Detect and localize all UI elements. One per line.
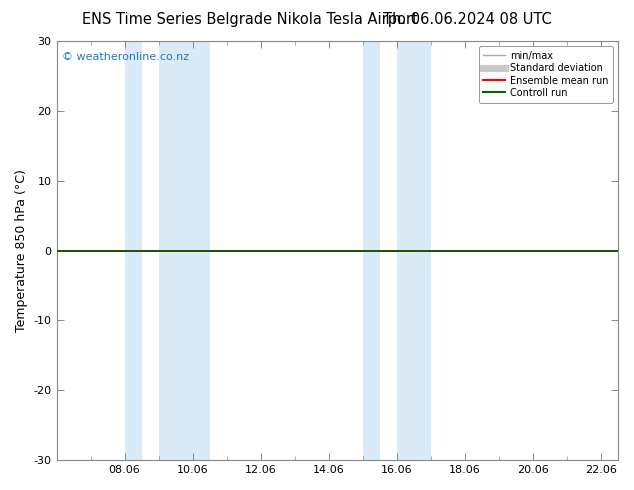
Text: ENS Time Series Belgrade Nikola Tesla Airport: ENS Time Series Belgrade Nikola Tesla Ai… (82, 12, 418, 27)
Bar (158, 41, 210, 460)
Bar (363, 41, 380, 460)
Bar (397, 41, 431, 460)
Text: Th. 06.06.2024 08 UTC: Th. 06.06.2024 08 UTC (383, 12, 552, 27)
Y-axis label: Temperature 850 hPa (°C): Temperature 850 hPa (°C) (15, 169, 28, 332)
Bar (125, 41, 141, 460)
Text: © weatheronline.co.nz: © weatheronline.co.nz (62, 51, 190, 62)
Legend: min/max, Standard deviation, Ensemble mean run, Controll run: min/max, Standard deviation, Ensemble me… (479, 46, 613, 103)
